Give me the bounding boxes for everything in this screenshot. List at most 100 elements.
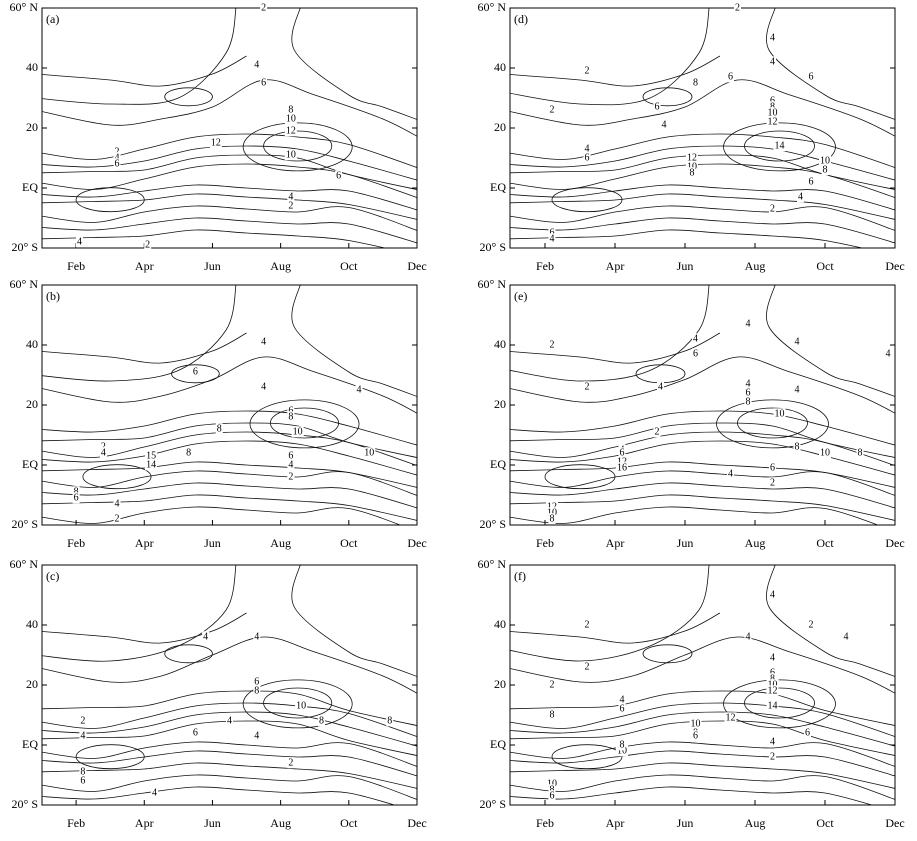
contour-line [510,184,895,211]
contour-label: 2 [770,751,775,762]
contour-loop [544,464,616,490]
contour-loop [171,364,220,384]
label-bg [744,378,752,390]
label-bg [766,679,779,691]
x-tick-label: Apr [606,259,625,273]
label-bg [151,787,158,799]
label-bg [72,486,80,498]
panel: (e) 20° S EQ 20 40 60° N Feb Apr Jun Aug Oct Dec 4 4 2… [478,277,905,550]
contour-label: 8 [770,673,775,684]
plot-frame [41,564,418,806]
contour-label: 4 [728,468,733,479]
y-tick-label: 20 [26,397,38,411]
contour-label: 6 [193,366,198,377]
contour-line [291,565,417,677]
contours [510,8,895,248]
contour-label: 4 [770,56,775,67]
label-bg [335,170,343,182]
label-bg [618,739,626,751]
label-bg [386,715,394,727]
contour-line [510,285,710,382]
label-bg [807,619,815,631]
contour-line [510,410,895,446]
panel-label: (f) [514,569,526,583]
y-tick-label: 40 [26,337,38,351]
contour-line [42,774,417,800]
contour-line [510,205,895,231]
contour-label: 4 [288,459,293,470]
label-bg [260,2,268,14]
label-bg [113,152,121,164]
label-bg [287,200,295,212]
label-bg [660,119,668,131]
contour-line [510,431,895,467]
label-bg [79,715,87,727]
y-tick-label: 20° S [12,517,38,531]
contour-label: 10 [293,426,303,437]
label-bg [744,387,752,399]
x-tick-label: Jun [677,259,694,273]
label-bg [99,447,107,459]
contour-line [510,711,895,747]
contour-line [510,55,721,87]
x-tick-label: Aug [270,816,291,830]
contours [510,565,895,805]
contour-label: 2 [288,471,293,482]
plot-frame [509,564,896,806]
label-bg [113,513,121,525]
y-tick-label: 20 [26,677,38,691]
contour-label: 6 [770,462,775,473]
contour-label: 8 [770,101,775,112]
contour-line [42,55,247,87]
contour-line [510,720,895,756]
label-bg [287,757,295,769]
contour-loop [242,679,353,729]
x-tick-label: Dec [885,536,904,550]
label-bg [807,71,815,83]
contour-label: 6 [336,170,341,181]
contour-line [510,470,895,496]
contour-line [510,193,895,220]
contour-label: 2 [288,200,293,211]
contour-line [42,636,417,694]
contour-label: 12 [687,152,697,163]
label-bg [686,161,698,173]
contour-label: 8 [186,447,191,458]
contour-label: 12 [768,685,778,696]
contour-label: 6 [693,730,698,741]
label-bg [773,140,786,152]
x-tick-label: Jun [204,816,221,830]
x-tick-label: Dec [885,259,904,273]
contour-line [42,494,417,521]
contour-line [510,565,710,662]
contour-label: 4 [746,378,751,389]
contour-line [510,774,895,800]
plot-frame [41,284,418,526]
label-bg [287,450,295,462]
contour-label: 12 [726,712,736,723]
contour-line [42,285,237,382]
contour-line [42,193,417,220]
label-bg [653,426,661,438]
label-bg [769,95,776,107]
label-bg [548,104,556,116]
y-tick-label: 60° N [10,0,39,14]
label-bg [363,447,376,459]
contour-label: 4 [254,59,259,70]
y-tick-label: 60° N [10,557,39,571]
contour-label: 6 [620,703,625,714]
contour-label: 6 [193,727,198,738]
contour-label: 8 [80,766,85,777]
x-tick-label: Apr [606,536,625,550]
label-bg [191,727,199,739]
contour-label: 2 [585,661,590,672]
label-bg [548,513,556,525]
y-tick-label: 60° N [478,557,507,571]
x-tick-label: Feb [67,536,85,550]
contour-label: 10 [768,107,778,118]
contour-label: 6 [550,227,555,238]
contour-line [510,154,895,190]
label-bg [583,381,591,393]
contour-label: 6 [115,158,120,169]
